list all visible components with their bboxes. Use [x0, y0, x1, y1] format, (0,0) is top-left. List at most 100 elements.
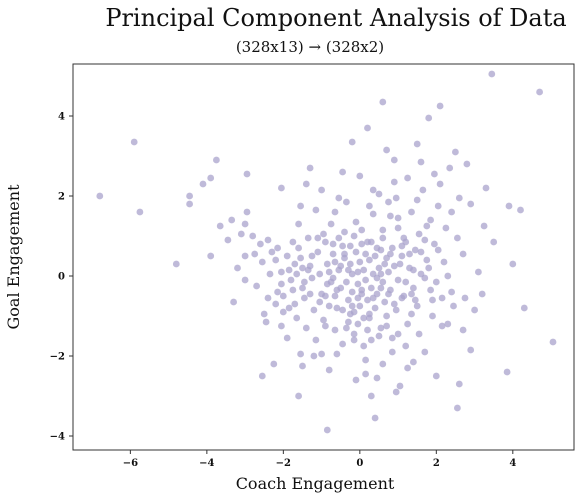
data-point	[308, 274, 316, 282]
data-point	[272, 300, 280, 308]
data-point	[408, 290, 415, 298]
data-point	[345, 266, 352, 274]
data-point	[417, 248, 425, 256]
data-point	[172, 260, 180, 268]
data-point	[392, 388, 400, 396]
data-point	[237, 230, 245, 238]
data-point	[482, 184, 490, 192]
data-point	[345, 296, 352, 304]
data-point	[331, 258, 339, 266]
data-point	[467, 200, 475, 208]
data-point	[345, 318, 352, 326]
data-point	[293, 314, 301, 322]
data-point	[354, 268, 362, 276]
data-point	[278, 184, 285, 192]
data-point	[411, 246, 419, 254]
data-point	[425, 264, 433, 272]
data-point	[354, 280, 362, 288]
data-point	[394, 330, 402, 338]
y-axis-ticks: −4 −2 0 2 4	[50, 112, 73, 443]
data-point	[260, 310, 268, 318]
data-point	[327, 278, 335, 286]
data-point	[396, 260, 404, 268]
data-point	[404, 174, 411, 182]
data-point	[369, 210, 377, 218]
data-point	[331, 208, 339, 216]
data-point	[186, 200, 194, 208]
data-point	[536, 88, 543, 96]
data-point	[383, 146, 390, 154]
data-point	[329, 250, 337, 258]
data-point	[388, 334, 396, 342]
data-point	[388, 244, 396, 252]
data-point	[455, 194, 463, 202]
data-point	[249, 232, 257, 240]
data-point	[268, 248, 276, 256]
data-point	[383, 312, 390, 320]
data-point	[381, 298, 389, 306]
data-point	[350, 232, 358, 240]
data-point	[283, 252, 291, 260]
data-point	[377, 284, 385, 292]
data-point	[278, 322, 285, 330]
data-point	[331, 292, 339, 300]
data-point	[434, 246, 442, 254]
data-point	[304, 234, 312, 242]
x-tick-label: 0	[356, 458, 363, 469]
data-point	[459, 326, 467, 334]
data-point	[419, 186, 427, 194]
data-point	[371, 252, 379, 260]
data-point	[517, 206, 524, 214]
data-point	[432, 372, 440, 380]
data-point	[308, 252, 316, 260]
data-point	[322, 292, 329, 300]
data-point	[432, 278, 440, 286]
data-point	[396, 382, 404, 390]
data-point	[322, 238, 329, 246]
data-point	[358, 226, 366, 234]
data-point	[331, 326, 339, 334]
data-point	[478, 290, 486, 298]
y-tick-label: −4	[50, 432, 65, 443]
data-point	[415, 330, 423, 338]
data-point	[274, 288, 281, 296]
data-point	[291, 260, 299, 268]
data-point	[427, 216, 434, 224]
data-point	[360, 314, 368, 322]
data-point	[429, 312, 436, 320]
x-axis-ticks: −6 −4 −2 0 2 4	[123, 450, 516, 469]
data-point	[400, 234, 408, 242]
data-point	[379, 98, 387, 106]
data-point	[279, 308, 287, 316]
data-point	[325, 366, 333, 374]
data-point	[438, 294, 446, 302]
data-point	[362, 276, 369, 284]
data-point	[367, 238, 375, 246]
data-point	[379, 226, 387, 234]
data-point	[454, 404, 461, 412]
data-point	[356, 258, 364, 266]
data-point	[213, 156, 220, 164]
y-tick-label: 0	[58, 272, 65, 283]
data-point	[383, 322, 390, 330]
data-point	[228, 216, 236, 224]
data-point	[352, 376, 360, 384]
data-point	[459, 250, 467, 258]
data-point	[306, 164, 314, 172]
data-point	[339, 242, 346, 250]
data-point	[356, 302, 364, 310]
data-point	[410, 266, 417, 274]
data-point	[358, 286, 366, 294]
data-point	[436, 102, 444, 110]
data-point	[358, 240, 366, 248]
data-point	[362, 250, 369, 258]
data-point	[299, 284, 306, 292]
data-point	[301, 278, 308, 286]
data-point	[446, 164, 454, 172]
data-point	[455, 380, 463, 388]
data-point	[272, 256, 280, 264]
data-point	[454, 234, 461, 242]
data-point	[417, 158, 425, 166]
data-point	[366, 310, 373, 318]
data-point	[262, 318, 270, 326]
